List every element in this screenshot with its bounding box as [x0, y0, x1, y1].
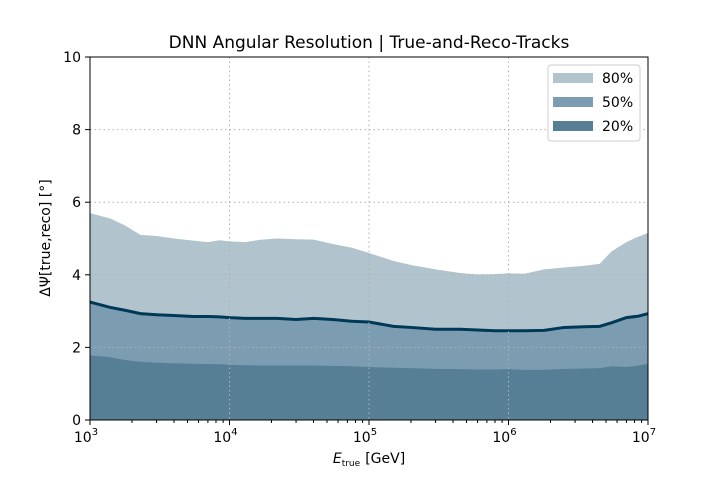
legend-label-2: 20%	[602, 119, 633, 135]
x-tick-base: 10	[492, 430, 510, 446]
y-tick-label: 8	[72, 123, 81, 139]
y-axis: 0 2 4 6 8 10	[63, 50, 90, 429]
x-tick-exponent: 5	[371, 427, 377, 438]
x-tick-label: 104	[213, 427, 237, 446]
legend-swatch-0	[553, 73, 593, 83]
x-tick-label: 107	[632, 427, 656, 446]
x-tick-base: 10	[632, 430, 650, 446]
x-tick-exponent: 4	[231, 427, 237, 438]
x-axis: 103 104 105 106 107	[74, 420, 656, 446]
median-layer	[89, 300, 649, 333]
x-tick-exponent: 3	[92, 427, 98, 438]
y-axis-label: ΔΨ[true,reco] [°]	[38, 179, 54, 296]
x-tick-label: 105	[353, 427, 377, 446]
x-tick-label: 103	[74, 427, 98, 446]
x-axis-label-subscript: true	[342, 459, 361, 469]
legend-items: 80% 50% 20%	[553, 71, 633, 135]
x-tick-exponent: 7	[650, 427, 656, 438]
legend-swatch-2	[553, 121, 593, 131]
x-axis-label-symbol: E	[333, 451, 342, 467]
y-tick-label: 6	[72, 195, 81, 211]
y-tick-label: 0	[72, 413, 81, 429]
legend-label-1: 50%	[602, 95, 633, 111]
legend: 80% 50% 20%	[547, 64, 641, 142]
legend-label-0: 80%	[602, 71, 633, 87]
median-line	[89, 300, 649, 333]
x-tick-exponent: 6	[510, 427, 516, 438]
x-tick-base: 10	[74, 430, 92, 446]
x-tick-label: 106	[492, 427, 516, 446]
chart-title: DNN Angular Resolution | True-and-Reco-T…	[169, 33, 570, 53]
x-tick-base: 10	[213, 430, 231, 446]
legend-swatch-1	[553, 97, 593, 107]
y-tick-label: 10	[63, 50, 81, 66]
x-axis-label: Etrue [GeV]	[333, 451, 405, 469]
y-tick-label: 4	[72, 268, 81, 284]
y-tick-label: 2	[72, 340, 81, 356]
x-axis-label-unit: [GeV]	[365, 451, 405, 467]
x-tick-base: 10	[353, 430, 371, 446]
